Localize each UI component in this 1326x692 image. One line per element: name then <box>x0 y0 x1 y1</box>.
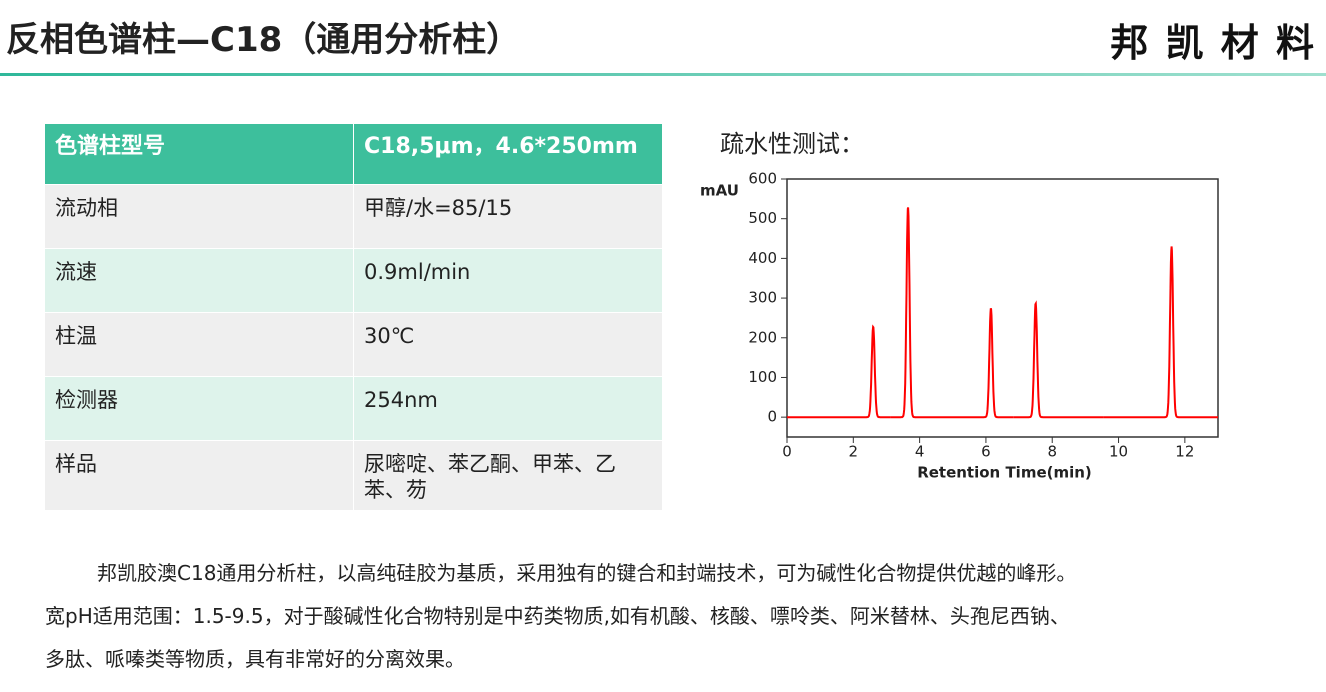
table-cell: 柱温 <box>45 312 354 377</box>
x-axis-label: Retention Time(min) <box>917 464 1092 482</box>
y-tick-label: 500 <box>748 209 777 227</box>
y-tick-label: 200 <box>748 328 777 346</box>
table-cell: 色谱柱型号 <box>45 124 354 185</box>
title: 反相色谱柱—C18（通用分析柱） <box>6 20 521 60</box>
spec-table: 色谱柱型号 C18,5μm，4.6*250mm 流动相 甲醇/水=85/15 流速 0.9… <box>45 124 663 511</box>
table-cell: 样品 <box>45 440 354 511</box>
table-row: 流速 0.9ml/min <box>45 248 663 313</box>
paragraph-line: 多肽、哌嗪类等物质，具有非常好的分离效果。 <box>45 647 465 671</box>
x-tick-label: 10 <box>1109 443 1128 461</box>
table-cell: 流动相 <box>45 184 354 249</box>
y-tick-label: 300 <box>748 289 777 307</box>
paragraph: 邦凯胶澳C18通用分析柱，以高纯硅胶为基质，采用独有的键合和封端技术，可为碱性化… <box>45 552 1076 681</box>
y-tick-label: 100 <box>748 368 777 386</box>
x-tick-label: 2 <box>849 443 859 461</box>
chart: 0 100 200 300 400 500 600 0 2 4 6 8 10 12 mAU Retention… <box>700 170 1219 482</box>
plot-frame <box>786 178 1219 438</box>
paragraph-line: 宽pH适用范围：1.5-9.5，对于酸碱性化合物特别是中药类物质,如有机酸、核酸… <box>45 604 1070 628</box>
x-tick-label: 6 <box>981 443 991 461</box>
peak <box>1103 246 1218 419</box>
chart-caption: 疏水性测试： <box>720 130 864 158</box>
y-tick-label: 600 <box>748 170 777 188</box>
y-tick-label: 400 <box>748 249 777 267</box>
x-tick-label: 12 <box>1175 443 1194 461</box>
table-cell: 流速 <box>45 248 354 313</box>
table-cell: 254nm <box>353 376 663 441</box>
table-cell: C18,5μm，4.6*250mm <box>353 124 663 185</box>
y-axis-label: mAU <box>700 182 739 200</box>
rule <box>0 73 1326 76</box>
peak <box>890 207 950 419</box>
table-cell: 检测器 <box>45 376 354 441</box>
table-cell: 甲醇/水=85/15 <box>353 184 663 249</box>
peak <box>949 307 1014 419</box>
peak <box>787 324 891 419</box>
table-row: 色谱柱型号 C18,5μm，4.6*250mm <box>45 124 663 185</box>
table-cell: 30℃ <box>353 312 663 377</box>
x-tick-label: 4 <box>915 443 925 461</box>
table-row: 流动相 甲醇/水=85/15 <box>45 184 663 249</box>
table-row: 检测器 254nm <box>45 376 663 441</box>
table-row: 样品 尿嘧啶、苯乙酮、甲苯、乙苯、芴 <box>45 440 663 511</box>
x-tick-label: 8 <box>1047 443 1057 461</box>
x-tick-label: 0 <box>782 443 792 461</box>
y-tick-label: 0 <box>767 408 777 426</box>
logo: 邦 凯 材 料 <box>1110 21 1316 65</box>
table-row: 柱温 30℃ <box>45 312 663 377</box>
table-cell: 0.9ml/min <box>353 248 663 313</box>
table-cell: 尿嘧啶、苯乙酮、甲苯、乙苯、芴 <box>353 440 663 511</box>
paragraph-line: 邦凯胶澳C18通用分析柱，以高纯硅胶为基质，采用独有的键合和封端技术，可为碱性化… <box>97 561 1077 585</box>
peak <box>1013 300 1104 419</box>
